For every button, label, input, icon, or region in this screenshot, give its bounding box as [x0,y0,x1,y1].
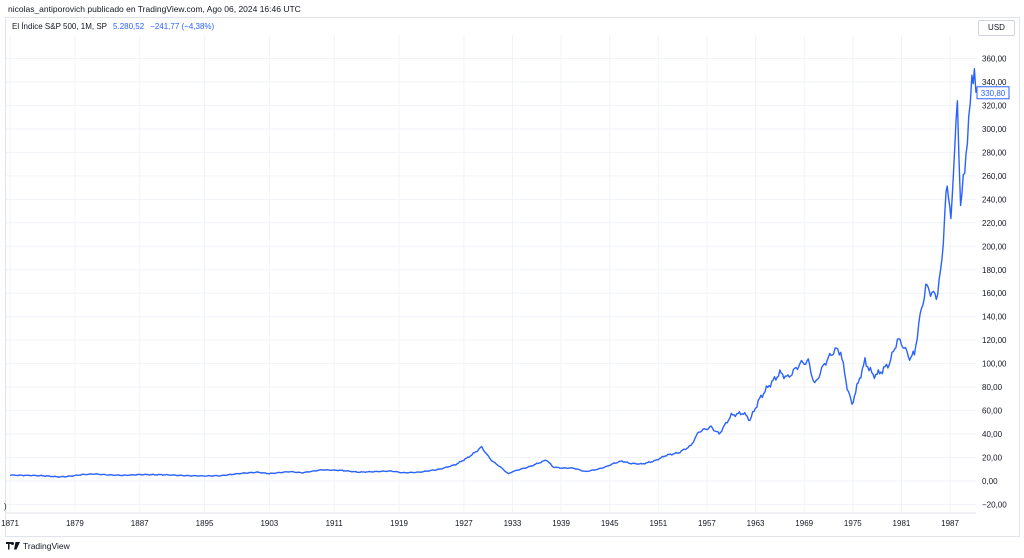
y-axis[interactable]: −20,00 0,00 20,00 40,00 60,00 80,00 100,00 120,… [982,55,1007,510]
x-tick-label: 1939 [552,519,570,528]
x-tick-label: 1919 [390,519,408,528]
x-tick-label: 1963 [747,519,765,528]
last-price-label: 330,80 [981,89,1006,98]
y-tick-label: 320,00 [982,101,1007,110]
x-tick-label: 1933 [504,519,522,528]
x-tick-label: 1895 [196,519,214,528]
y-tick-label: 20,00 [982,454,1003,463]
x-tick-label: 1957 [698,519,716,528]
y-tick-label: 60,00 [982,407,1003,416]
publisher-caption: nicolas_antiporovich publicado en Tradin… [8,4,301,14]
x-tick-label: 1911 [326,519,344,528]
x-tick-label: 1879 [66,519,84,528]
x-tick-label: 1969 [795,519,813,528]
legend-price: 5.280,52 [113,22,145,31]
x-tick-label: 1951 [649,519,667,528]
series-line [9,68,977,478]
left-scroll-marker: ) [4,502,7,511]
x-tick-label: 1945 [601,519,619,528]
y-tick-label: 100,00 [982,360,1007,369]
y-tick-label: 240,00 [982,195,1007,204]
footer-brand[interactable]: TradingView [6,541,70,551]
x-tick-label: 1887 [131,519,149,528]
y-tick-label: −20,00 [982,500,1007,509]
last-price-tag-layer: 330,80 [976,86,1010,100]
currency-button[interactable]: USD [978,20,1015,36]
x-axis[interactable]: 1871 1879 1887 1895 1903 1911 1919 1927 1933 1939… [1,519,959,528]
grid-lines [6,35,976,514]
y-tick-label: 280,00 [982,148,1007,157]
x-tick-label: 1981 [893,519,911,528]
y-tick-label: 140,00 [982,313,1007,322]
series-layer [9,68,977,478]
y-tick-label: 40,00 [982,430,1003,439]
y-tick-label: 340,00 [982,78,1007,87]
y-tick-label: 80,00 [982,383,1003,392]
x-tick-label: 1903 [260,519,278,528]
y-tick-label: 160,00 [982,289,1007,298]
y-tick-label: 360,00 [982,55,1007,64]
x-tick-label: 1987 [941,519,959,528]
last-price-tag [976,86,1010,100]
chart-legend[interactable]: El Índice S&P 500, 1M, SP 5.280,52 −241,… [12,22,214,31]
legend-change: −241,77 (−4,38%) [150,22,215,31]
y-tick-label: 300,00 [982,125,1007,134]
y-tick-label: 0,00 [982,477,998,486]
x-tick-label: 1871 [1,519,19,528]
x-tick-label: 1975 [844,519,862,528]
footer-brand-label: TradingView [23,541,70,551]
y-tick-label: 260,00 [982,172,1007,181]
y-tick-label: 120,00 [982,336,1007,345]
chart-frame[interactable] [5,17,1020,537]
tradingview-logo-icon [6,541,20,549]
y-tick-label: 200,00 [982,242,1007,251]
y-tick-label: 220,00 [982,219,1007,228]
x-tick-label: 1927 [455,519,473,528]
y-tick-label: 180,00 [982,266,1007,275]
legend-title: El Índice S&P 500, 1M, SP [12,22,108,31]
